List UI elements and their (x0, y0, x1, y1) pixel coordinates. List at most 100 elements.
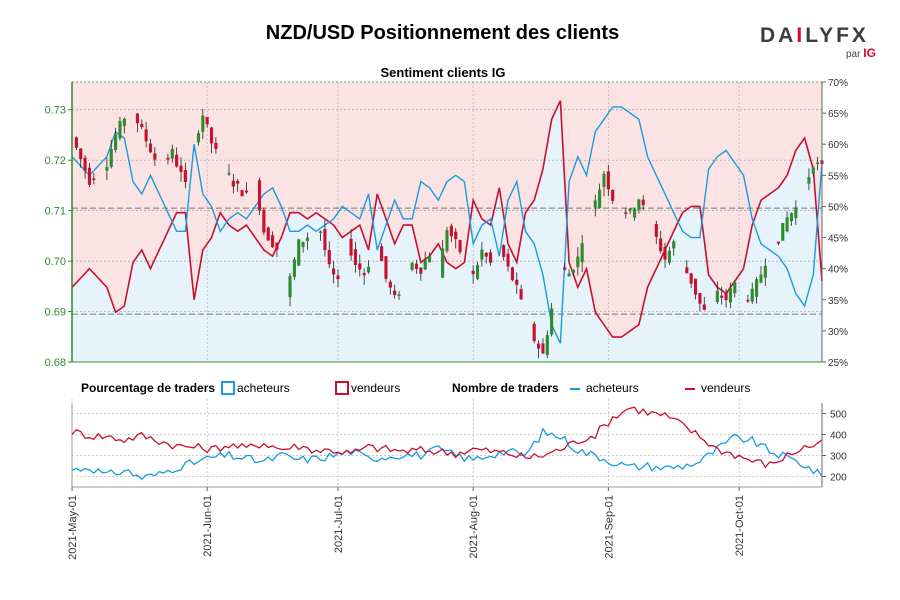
candle-body (576, 256, 580, 268)
candle-body (728, 288, 732, 303)
candle-body (510, 267, 514, 281)
sentiment-line-buyers (71, 106, 823, 344)
candle-body (227, 172, 231, 175)
candle-body (663, 247, 667, 260)
candle-body (231, 180, 235, 187)
candle-body (288, 276, 292, 298)
candle-body (519, 289, 523, 300)
candle-body (170, 148, 174, 159)
candle-body (201, 115, 205, 132)
x-tick-label: 2021-May-01 (67, 495, 79, 560)
candle-body (318, 231, 323, 233)
legend-pct-label: Pourcentage de traders (81, 381, 216, 395)
candle-body (628, 208, 632, 211)
candle-body (140, 123, 144, 128)
candle-body (336, 275, 340, 280)
candle-body (794, 207, 798, 219)
candle-body (720, 295, 724, 298)
candle-body (515, 279, 519, 285)
price-tick-label: 0.73 (45, 105, 66, 117)
candle-body (750, 288, 754, 302)
candle-body (811, 167, 815, 174)
dailyfx-logo: DAILYFX par IG (760, 24, 876, 64)
candle-body (83, 157, 87, 171)
candle-body (580, 243, 584, 263)
sentiment-tick-label: 70% (828, 78, 848, 89)
candle-body (689, 273, 693, 284)
legend-pct-buyers: acheteurs (237, 381, 290, 395)
legend-count-buyers-line (570, 388, 580, 390)
candle-body (410, 262, 414, 270)
sentiment-tick-label: 55% (828, 171, 848, 182)
candle-body (471, 270, 475, 275)
price-tick-label: 0.68 (45, 357, 66, 369)
sentiment-tick-label: 30% (828, 327, 848, 338)
candle-body (654, 224, 658, 237)
candle-body (458, 240, 462, 253)
candle-body (393, 290, 397, 296)
count-line-buyers (71, 427, 823, 481)
candle-body (789, 213, 794, 221)
candle-body (135, 113, 139, 124)
candle-body (545, 334, 549, 356)
candle-body (366, 266, 371, 273)
chart-subtitle: Sentiment clients IG (381, 65, 506, 80)
candle-body (746, 299, 750, 302)
candle-body (275, 242, 279, 250)
candle-body (414, 263, 419, 269)
candle-body (79, 148, 83, 160)
candle-body (240, 190, 244, 197)
candle-body (214, 142, 218, 150)
candle-body (423, 260, 427, 270)
candle-body (659, 238, 663, 252)
candle-body (419, 267, 423, 274)
candle-body (183, 169, 187, 183)
candle-body (593, 200, 597, 208)
candle-body (733, 282, 737, 294)
candle-body (358, 263, 362, 270)
count-tick-label: 300 (830, 452, 847, 463)
candle-body (74, 137, 78, 148)
candle-body (672, 241, 676, 249)
candle-body (724, 292, 728, 301)
buyers-area (72, 100, 822, 362)
count-tick-label: 500 (830, 410, 847, 421)
candle-body (715, 290, 719, 303)
candle-body (297, 239, 301, 266)
candle-body (292, 259, 296, 277)
candle-body (781, 223, 785, 241)
candle-body (109, 149, 113, 167)
candle-body (632, 208, 637, 218)
candle-body (571, 269, 576, 273)
sentiment-tick-label: 65% (828, 109, 848, 120)
legend-count-buyers: acheteurs (586, 381, 639, 395)
candle-body (266, 227, 270, 241)
legend-pct-sellers-swatch (335, 381, 349, 395)
candle-body (179, 165, 183, 173)
candle-body (785, 217, 789, 232)
candle-body (816, 162, 820, 164)
candle-body (641, 199, 645, 206)
candle-body (454, 231, 458, 240)
candle-body (702, 304, 706, 310)
count-tick-label: 400 (830, 431, 847, 442)
sentiment-tick-label: 40% (828, 265, 848, 276)
candle-body (606, 171, 610, 190)
logo-text-i: I (796, 24, 806, 47)
legend-pct-sellers: vendeurs (351, 381, 401, 395)
candle-body (567, 273, 571, 277)
sentiment-tick-label: 35% (828, 296, 848, 307)
candle-body (327, 249, 331, 265)
sentiment-line-sellers (71, 100, 823, 338)
candle-body (175, 154, 179, 167)
candle-body (541, 343, 545, 354)
x-tick-label: 2021-Aug-01 (468, 495, 480, 559)
candle-body (122, 118, 126, 126)
candle-body (489, 252, 493, 263)
x-tick-label: 2021-Jun-01 (202, 495, 214, 557)
candle-body (776, 241, 780, 244)
candle-body (148, 143, 153, 153)
legend-count-sellers-line (685, 388, 695, 390)
count-tick-label: 200 (830, 473, 847, 484)
candle-body (449, 225, 453, 237)
